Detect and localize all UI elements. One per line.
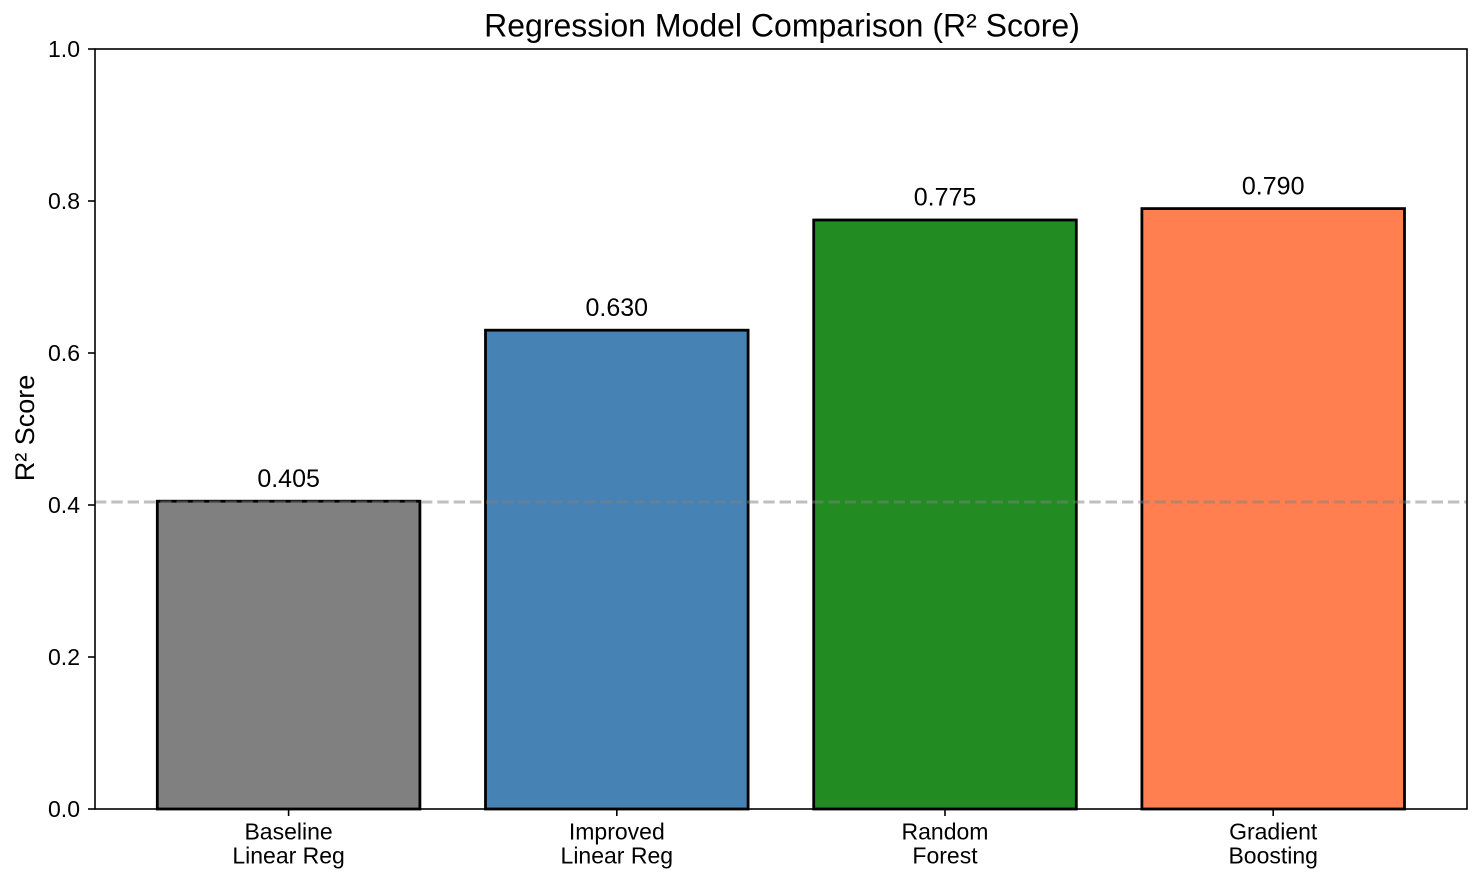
- svg-text:0.6: 0.6: [48, 340, 80, 366]
- svg-text:0.775: 0.775: [914, 184, 977, 212]
- svg-text:0.405: 0.405: [257, 465, 320, 493]
- svg-text:Random: Random: [902, 819, 989, 845]
- svg-text:Baseline: Baseline: [244, 819, 332, 845]
- svg-text:Improved: Improved: [569, 819, 665, 845]
- svg-text:0.4: 0.4: [48, 492, 80, 518]
- svg-text:0.790: 0.790: [1242, 172, 1305, 200]
- svg-text:Forest: Forest: [912, 842, 978, 868]
- svg-text:R² Score: R² Score: [10, 375, 40, 482]
- svg-text:0.2: 0.2: [48, 644, 80, 670]
- svg-text:0.8: 0.8: [48, 188, 80, 214]
- svg-text:0.0: 0.0: [48, 796, 80, 822]
- svg-text:Boosting: Boosting: [1228, 842, 1318, 868]
- svg-text:Gradient: Gradient: [1229, 819, 1318, 845]
- svg-text:Linear Reg: Linear Reg: [232, 842, 345, 868]
- svg-text:1.0: 1.0: [48, 36, 80, 62]
- svg-text:Regression Model Comparison (R: Regression Model Comparison (R² Score): [484, 7, 1080, 43]
- svg-text:Linear Reg: Linear Reg: [561, 842, 674, 868]
- svg-text:0.630: 0.630: [586, 294, 649, 322]
